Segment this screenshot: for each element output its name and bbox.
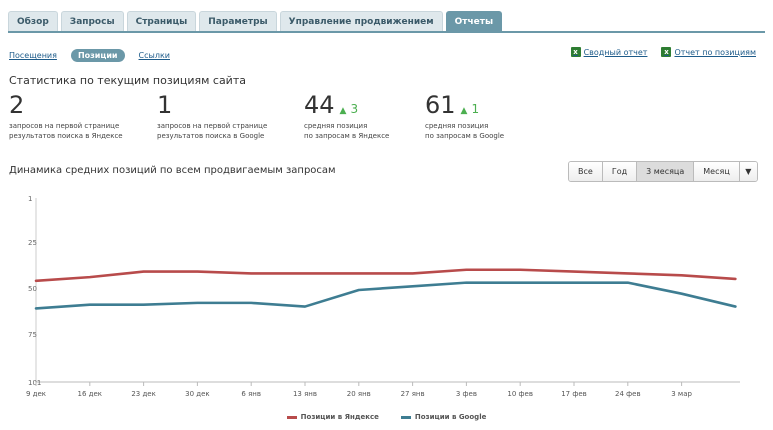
stat-desc-line: по запросам в Яндексе (304, 132, 390, 140)
x-tick-label: 9 дек (26, 390, 46, 398)
chevron-down-icon[interactable]: ▼ (739, 162, 757, 181)
range-month-button[interactable]: Месяц (694, 162, 740, 181)
stat-value: 1 (157, 91, 173, 119)
stat-description: средняя позиция по запросам в Яндексе (304, 121, 434, 141)
stat-desc-line: по запросам в Google (425, 132, 505, 140)
y-tick-label: 50 (28, 285, 37, 293)
positions-line-chart: 1 25 50 75 101 9 дек 16 дек 23 дек 30 дек 6 янв 13… (26, 195, 740, 398)
tab-promotion-management[interactable]: Управление продвижением (279, 11, 443, 32)
stat-value: 44 (304, 91, 335, 119)
stat-desc-line: запросов на первой странице (9, 122, 120, 130)
export-links: x Сводный отчет x Отчет по позициям (570, 47, 756, 57)
x-tick-label: 23 дек (131, 390, 156, 398)
y-tick-label: 1 (28, 195, 32, 203)
positions-report-label: Отчет по позициям (674, 47, 756, 57)
stat-desc-line: средняя позиция (304, 122, 368, 130)
subnav-links-link[interactable]: Ссылки (138, 51, 170, 60)
tab-queries[interactable]: Запросы (60, 11, 124, 32)
x-tick-label: 17 фев (561, 390, 587, 398)
x-tick-label: 13 янв (293, 390, 317, 398)
subnav-positions-tab[interactable]: Позиции (70, 49, 125, 62)
summary-report-label: Сводный отчет (583, 47, 648, 57)
legend-swatch (400, 415, 411, 419)
x-tick-label: 3 мар (671, 390, 692, 398)
positions-report-link[interactable]: x Отчет по позициям (661, 47, 756, 57)
excel-icon: x (570, 47, 581, 57)
subnav-visits-link[interactable]: Посещения (9, 51, 57, 60)
x-tick-label: 16 дек (78, 390, 103, 398)
stat-google-avg: 61 ▲ 1 средняя позиция по запросам в Googl… (425, 92, 555, 141)
legend-label: Позиции в Яндексе (300, 413, 379, 421)
y-tick-label: 75 (28, 331, 37, 339)
arrow-up-icon: ▲ (339, 106, 347, 116)
x-tick-label: 6 янв (241, 390, 261, 398)
series-line-yandex (34, 268, 737, 283)
range-all-button[interactable]: Все (569, 162, 603, 181)
stat-yandex-top: 2 запросов на первой странице результато… (9, 92, 139, 141)
stat-google-top: 1 запросов на первой странице результато… (157, 92, 287, 141)
y-tick-label: 25 (28, 239, 37, 247)
x-tick-label: 20 янв (347, 390, 371, 398)
range-year-button[interactable]: Год (602, 162, 638, 181)
legend-label: Позиции в Google (414, 413, 487, 421)
y-tick-label: 101 (28, 379, 41, 387)
tab-parameters[interactable]: Параметры (199, 11, 277, 32)
x-tick-label: 24 фев (615, 390, 641, 398)
stat-desc-line: результатов поиска в Яндексе (9, 132, 123, 140)
x-tick-label: 10 фев (507, 390, 533, 398)
stat-desc-line: средняя позиция (425, 122, 489, 130)
x-tick-label: 30 дек (185, 390, 210, 398)
stat-description: запросов на первой странице результатов … (9, 121, 139, 141)
main-tabs: Обзор Запросы Страницы Параметры Управле… (8, 11, 503, 32)
stat-yandex-avg: 44 ▲ 3 средняя позиция по запросам в Яндек… (304, 92, 434, 141)
legend-item-yandex: Позиции в Яндексе (286, 413, 379, 421)
stat-desc-line: запросов на первой странице (157, 122, 268, 130)
stat-description: запросов на первой странице результатов … (157, 121, 287, 141)
range-three-months-button[interactable]: 3 месяца (637, 162, 695, 181)
excel-icon: x (661, 47, 672, 57)
range-selector: Все Год 3 месяца Месяц ▼ (568, 161, 758, 182)
legend-item-google: Позиции в Google (400, 413, 487, 421)
tabs-divider (8, 31, 765, 33)
series-line-google (34, 281, 737, 310)
summary-report-link[interactable]: x Сводный отчет (570, 47, 648, 57)
tab-reports[interactable]: Отчеты (445, 11, 503, 32)
tab-overview[interactable]: Обзор (8, 11, 58, 32)
report-subnav: Посещения Позиции Ссылки (9, 49, 170, 62)
stat-value: 2 (9, 91, 25, 119)
x-tick-label: 27 янв (401, 390, 425, 398)
stat-delta: 3 (350, 102, 359, 116)
chart-title: Динамика средних позиций по всем продвиг… (9, 165, 336, 176)
stat-value: 61 (425, 91, 456, 119)
tab-pages[interactable]: Страницы (126, 11, 197, 32)
chart-legend: Позиции в Яндексе Позиции в Google (0, 413, 773, 421)
stat-desc-line: результатов поиска в Google (157, 132, 265, 140)
arrow-up-icon: ▲ (460, 106, 468, 116)
stat-delta: 1 (471, 102, 480, 116)
legend-swatch (286, 415, 297, 419)
x-tick-label: 3 фев (456, 390, 477, 398)
stats-title: Статистика по текущим позициям сайта (9, 74, 246, 87)
stat-description: средняя позиция по запросам в Google (425, 121, 555, 141)
